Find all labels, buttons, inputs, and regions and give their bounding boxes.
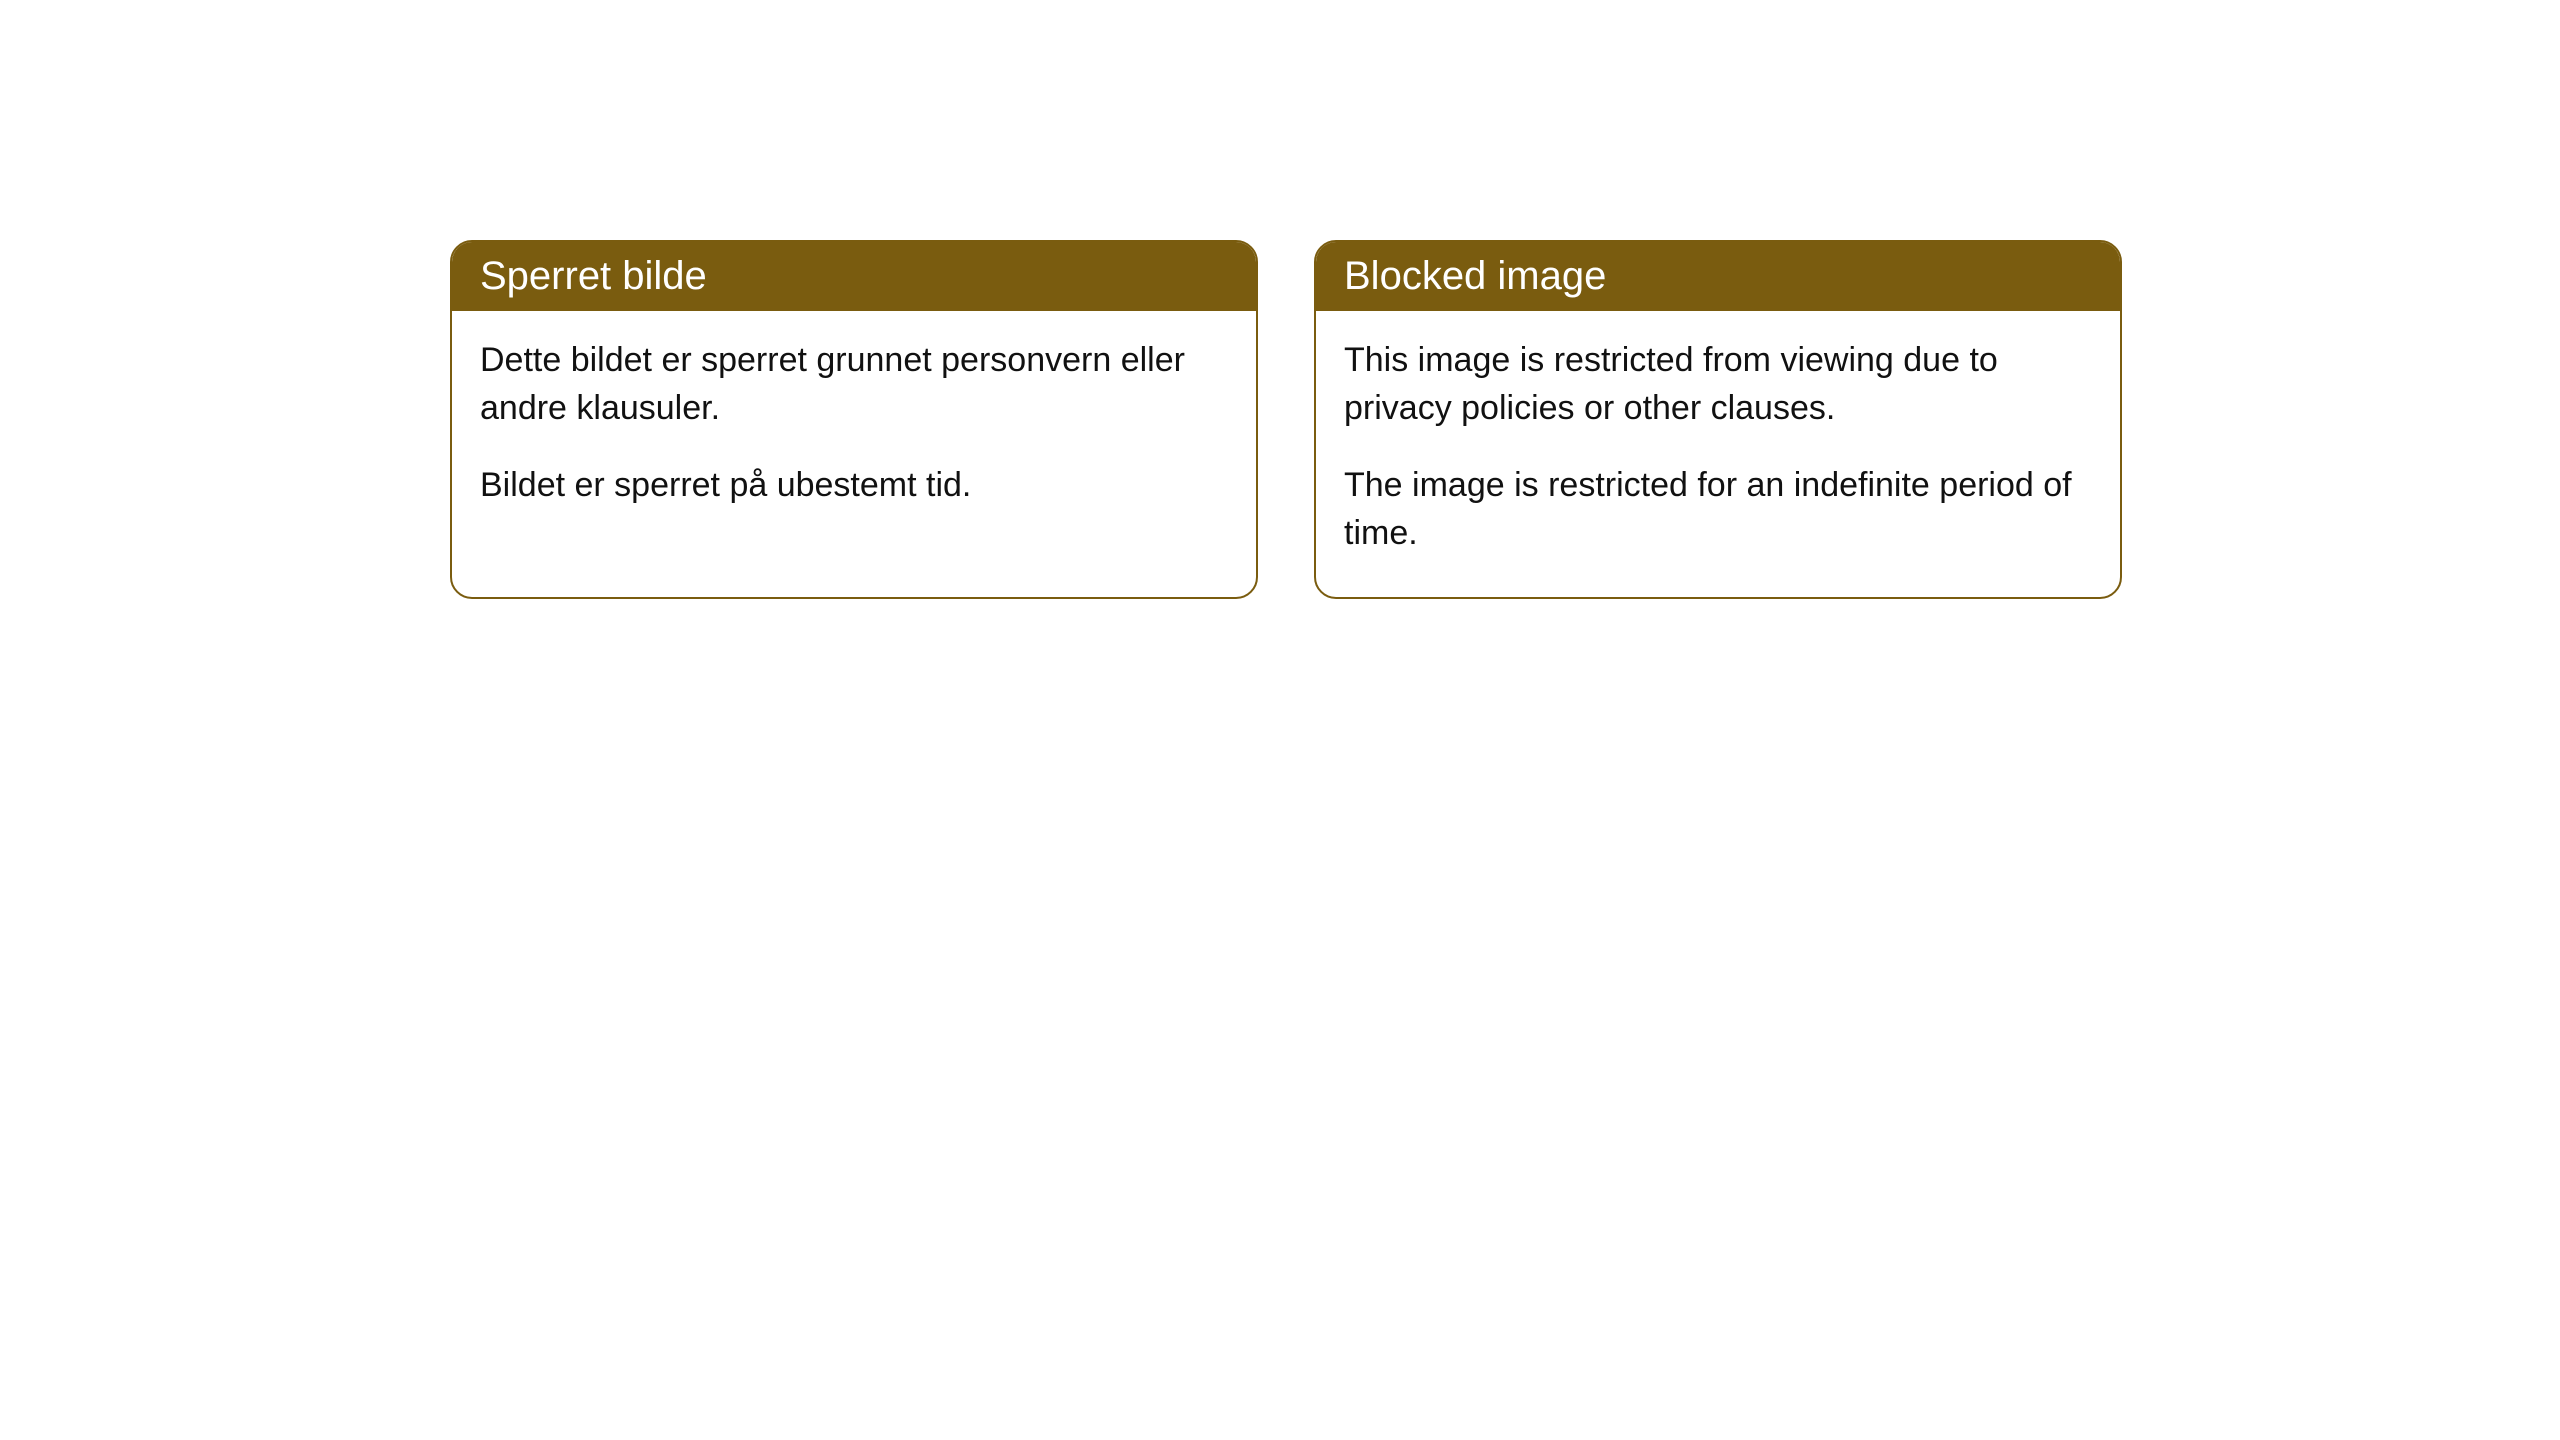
cards-container: Sperret bilde Dette bildet er sperret gr… bbox=[450, 240, 2122, 599]
card-body-norwegian: Dette bildet er sperret grunnet personve… bbox=[452, 311, 1256, 550]
card-title-english: Blocked image bbox=[1344, 254, 1606, 298]
card-para2-english: The image is restricted for an indefinit… bbox=[1344, 462, 2092, 557]
card-para2-norwegian: Bildet er sperret på ubestemt tid. bbox=[480, 462, 1228, 510]
card-body-english: This image is restricted from viewing du… bbox=[1316, 311, 2120, 597]
card-para1-norwegian: Dette bildet er sperret grunnet personve… bbox=[480, 337, 1228, 432]
card-title-norwegian: Sperret bilde bbox=[480, 254, 707, 298]
card-header-norwegian: Sperret bilde bbox=[452, 242, 1256, 311]
card-english: Blocked image This image is restricted f… bbox=[1314, 240, 2122, 599]
card-para1-english: This image is restricted from viewing du… bbox=[1344, 337, 2092, 432]
card-header-english: Blocked image bbox=[1316, 242, 2120, 311]
card-norwegian: Sperret bilde Dette bildet er sperret gr… bbox=[450, 240, 1258, 599]
